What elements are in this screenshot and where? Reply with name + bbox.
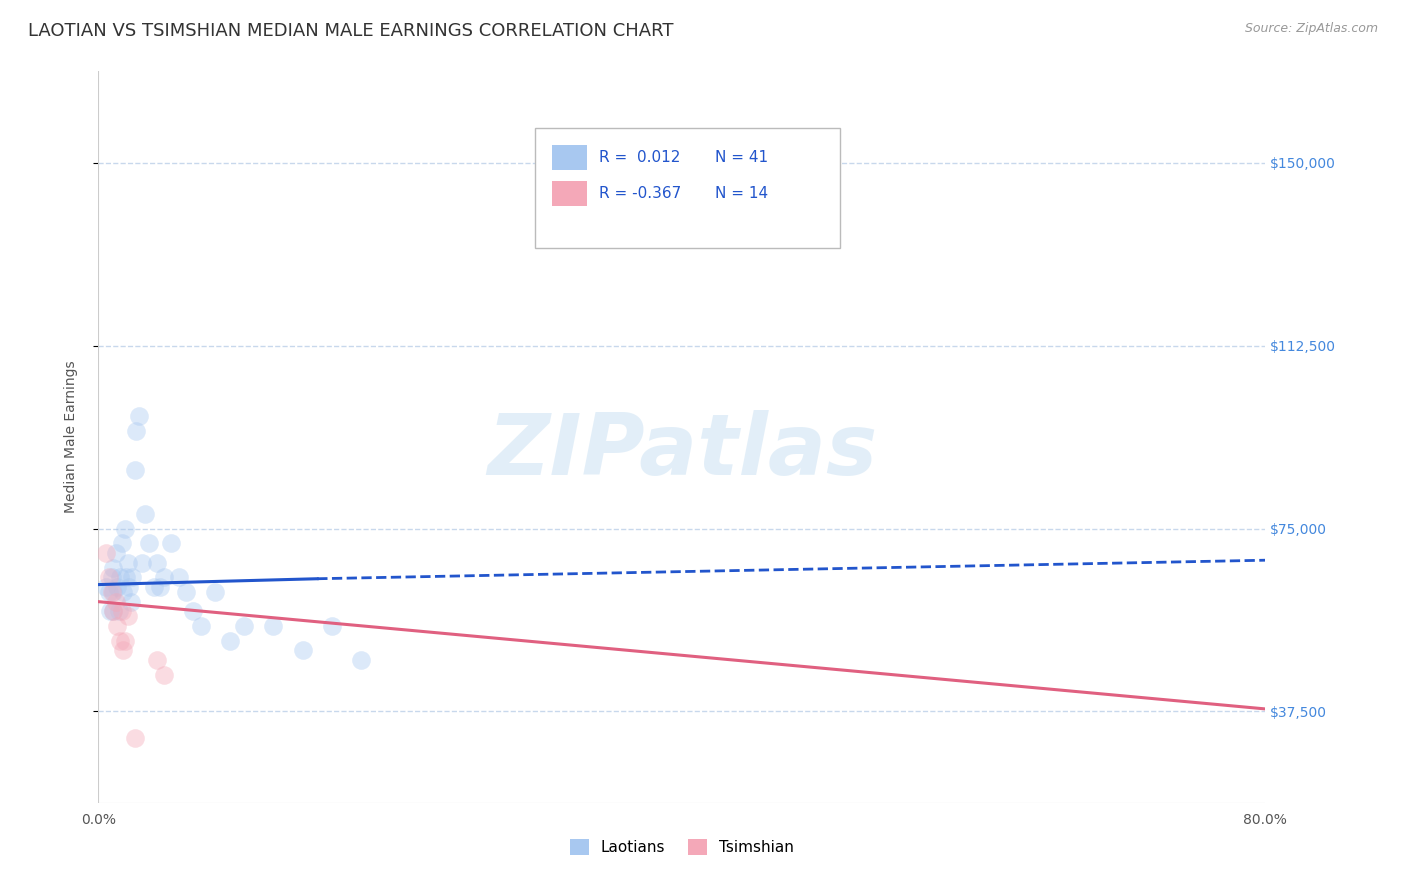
Text: ZIPatlas: ZIPatlas bbox=[486, 410, 877, 493]
Point bbox=[117, 556, 139, 570]
Point bbox=[142, 580, 165, 594]
Point bbox=[149, 580, 172, 594]
Point bbox=[110, 633, 132, 648]
Point bbox=[104, 594, 127, 608]
Point bbox=[108, 604, 131, 618]
Point bbox=[104, 546, 127, 560]
Point bbox=[115, 570, 138, 584]
Point bbox=[94, 580, 117, 594]
Point bbox=[100, 585, 122, 599]
Point bbox=[146, 556, 169, 570]
Point bbox=[291, 643, 314, 657]
Point bbox=[218, 633, 240, 648]
Text: LAOTIAN VS TSIMSHIAN MEDIAN MALE EARNINGS CORRELATION CHART: LAOTIAN VS TSIMSHIAN MEDIAN MALE EARNING… bbox=[28, 22, 673, 40]
Point bbox=[125, 424, 148, 438]
Point bbox=[321, 619, 343, 633]
Point bbox=[153, 667, 176, 681]
Point bbox=[120, 594, 142, 608]
Point bbox=[105, 580, 128, 594]
Point bbox=[100, 570, 122, 584]
Point bbox=[112, 585, 135, 599]
Point bbox=[233, 619, 256, 633]
Point bbox=[121, 570, 143, 584]
Point bbox=[97, 570, 120, 584]
Point bbox=[110, 570, 132, 584]
Point bbox=[97, 585, 120, 599]
Point bbox=[350, 653, 373, 667]
Point bbox=[174, 585, 197, 599]
Point bbox=[112, 643, 135, 657]
Y-axis label: Median Male Earnings: Median Male Earnings bbox=[63, 360, 77, 514]
Point bbox=[111, 604, 134, 618]
Point bbox=[181, 604, 204, 618]
Point bbox=[160, 536, 183, 550]
Point bbox=[167, 570, 190, 584]
Point bbox=[101, 585, 124, 599]
Point bbox=[128, 409, 150, 424]
Text: R =  0.012: R = 0.012 bbox=[599, 151, 681, 166]
Point bbox=[262, 619, 284, 633]
Point bbox=[124, 731, 146, 746]
Point bbox=[134, 507, 156, 521]
Point bbox=[105, 619, 128, 633]
Point bbox=[117, 609, 139, 624]
Text: N = 14: N = 14 bbox=[716, 186, 769, 202]
Point bbox=[190, 619, 212, 633]
Point bbox=[204, 585, 226, 599]
Point bbox=[101, 604, 124, 618]
Text: R = -0.367: R = -0.367 bbox=[599, 186, 681, 202]
Point bbox=[146, 653, 169, 667]
Point bbox=[131, 556, 153, 570]
Point bbox=[114, 633, 136, 648]
Text: N = 41: N = 41 bbox=[716, 151, 769, 166]
Point bbox=[98, 604, 121, 618]
Text: Source: ZipAtlas.com: Source: ZipAtlas.com bbox=[1244, 22, 1378, 36]
Point bbox=[101, 560, 124, 574]
Point bbox=[124, 463, 146, 477]
Legend: Laotians, Tsimshian: Laotians, Tsimshian bbox=[564, 833, 800, 861]
Point bbox=[114, 521, 136, 535]
Point bbox=[153, 570, 176, 584]
Point bbox=[118, 580, 141, 594]
Point bbox=[138, 536, 160, 550]
Point bbox=[111, 536, 134, 550]
Point bbox=[94, 546, 117, 560]
Point bbox=[101, 604, 124, 618]
